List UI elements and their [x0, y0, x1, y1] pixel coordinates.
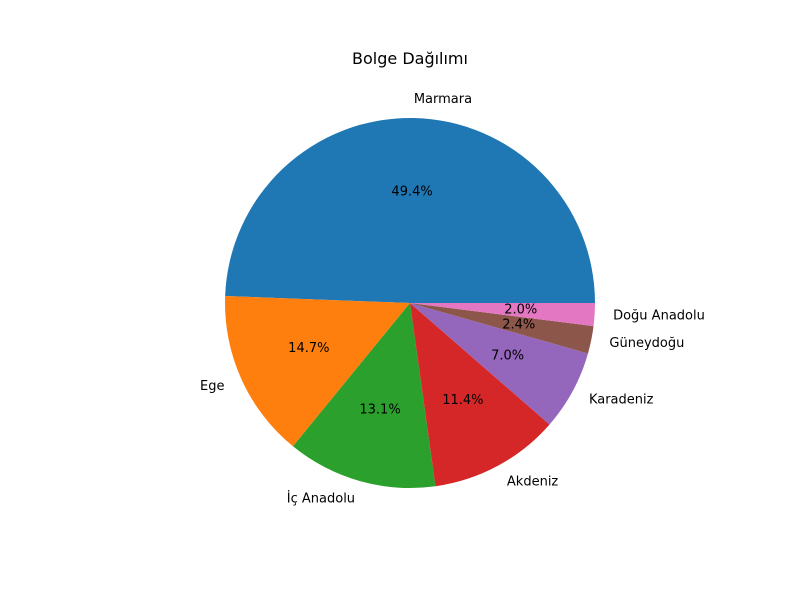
slice-label-guneydogu: Güneydoğu	[609, 336, 684, 351]
pie-slice-ege	[225, 296, 410, 447]
slice-percent-karadeniz: 7.0%	[491, 348, 524, 363]
slice-label-ic-anadolu: İç Anadolu	[287, 490, 355, 506]
slice-percent-marmara: 49.4%	[391, 185, 432, 200]
slice-percent-dogu-anadolu: 2.0%	[504, 302, 537, 317]
pie-slice-ic-anadolu	[292, 303, 436, 489]
pie-slice-dogu-anadolu	[410, 303, 595, 327]
slice-percent-ege: 14.7%	[288, 341, 329, 356]
pie-labels: Marmara 49.4% Ege 14.7% İç Anadolu 13.1% Akden…	[200, 92, 705, 506]
pie-slice-marmara	[225, 117, 595, 303]
slice-label-marmara: Marmara	[414, 92, 472, 107]
slice-percent-guneydogu: 2.4%	[502, 318, 535, 333]
chart-title: Bolge Dağılımı	[352, 49, 468, 68]
slice-label-dogu-anadolu: Doğu Anadolu	[613, 308, 705, 323]
pie-slice-akdeniz	[410, 303, 550, 487]
slice-label-ege: Ege	[200, 379, 224, 394]
slice-percent-akdeniz: 11.4%	[442, 393, 483, 408]
slice-label-karadeniz: Karadeniz	[589, 392, 654, 407]
pie-slice-karadeniz	[410, 303, 588, 425]
pie-slice-guneydogu	[410, 303, 594, 354]
slice-percent-ic-anadolu: 13.1%	[359, 402, 400, 417]
slice-label-akdeniz: Akdeniz	[507, 474, 559, 489]
pie-slices	[225, 117, 595, 489]
